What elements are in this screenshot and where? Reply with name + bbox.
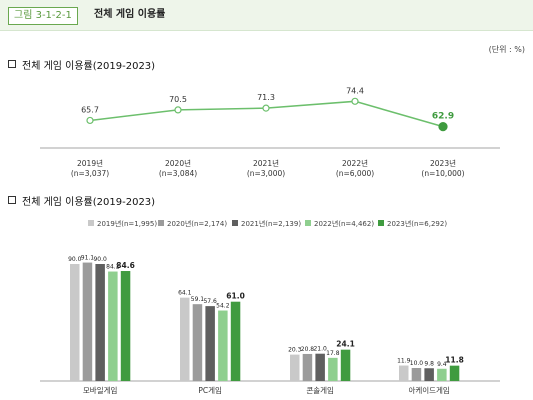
figure-header: 그림 3-1-2-1 전체 게임 이용률: [0, 0, 533, 31]
bar-value-label: 64.1: [178, 290, 192, 297]
legend-swatch: [378, 220, 384, 226]
bar-value-label: 54.2: [216, 303, 230, 310]
bar: [290, 354, 300, 381]
bar: [108, 271, 118, 381]
unit-label: (단위 : %): [488, 45, 525, 54]
section-title-line: 전체 게임 이용률(2019-2023): [8, 57, 155, 72]
bar-value-label: 10.0: [410, 360, 424, 367]
bar: [449, 365, 460, 381]
legend-label: 2020년(n=2,174): [167, 219, 227, 228]
bar-chart: 2019년(n=1,995) 2020년(n=2,174) 2021년(n=2,13…: [40, 219, 500, 395]
bar-value-label: 20.3: [288, 347, 302, 354]
data-label: 74.4: [346, 86, 364, 95]
data-label: 71.3: [257, 93, 275, 102]
data-label: 65.7: [81, 105, 99, 114]
bar: [424, 368, 434, 381]
legend-label: 2021년(n=2,139): [241, 219, 301, 228]
x-tick-label-n: (n=3,084): [159, 169, 197, 178]
legend-swatch: [232, 220, 238, 226]
x-tick-label-year: 2023년: [430, 158, 456, 168]
x-tick-label-n: (n=10,000): [421, 169, 464, 178]
x-category-label: 모바일게임: [83, 385, 118, 395]
bar-value-label: 11.8: [445, 356, 464, 365]
x-category-label: 아케이드게임: [408, 385, 449, 395]
bar: [70, 264, 80, 381]
bar-value-label: 17.8: [326, 350, 340, 357]
square-bullet-icon: [8, 60, 16, 68]
bar: [328, 357, 338, 381]
figure-number-tag: 그림 3-1-2-1: [8, 7, 78, 25]
data-point: [351, 97, 359, 105]
bar-value-label: 90.0: [68, 256, 82, 263]
bar: [411, 368, 422, 381]
bar-value-label: 84.2: [106, 264, 120, 271]
data-point: [86, 116, 94, 125]
section-title-bar: 전체 게임 이용률(2019-2023): [8, 193, 155, 208]
bar: [340, 349, 351, 381]
bar: [399, 365, 409, 381]
bar-value-label: 84.6: [116, 261, 135, 270]
x-tick-label-n: (n=3,000): [247, 169, 285, 178]
x-category-label: PC게임: [198, 385, 222, 395]
data-point: [438, 122, 448, 132]
section-title-bar-text: 전체 게임 이용률(2019-2023): [22, 197, 156, 208]
bar-value-label: 9.8: [424, 360, 434, 367]
bar: [218, 310, 228, 381]
data-label: 70.5: [169, 95, 187, 104]
data-point: [262, 104, 270, 112]
legend-swatch: [158, 220, 164, 226]
bar-value-label: 9.4: [437, 361, 447, 368]
bar-value-label: 57.6: [203, 298, 217, 305]
bar: [315, 353, 325, 381]
bar-value-label: 91.1: [81, 255, 95, 262]
bar: [192, 304, 203, 381]
x-tick-label-n: (n=6,000): [336, 169, 374, 178]
bar: [82, 262, 93, 381]
data-label: 62.9: [432, 112, 454, 122]
x-tick-label-year: 2022년: [342, 158, 368, 168]
bar: [437, 368, 447, 381]
line-chart: 65.7 2019년(n=3,037) 70.5 2020년(n=3,084) 71.3…: [40, 86, 500, 178]
bar-value-label: 90.0: [93, 256, 107, 263]
data-point: [174, 106, 182, 114]
section-title-line-text: 전체 게임 이용률(2019-2023): [22, 61, 156, 72]
bar: [120, 271, 131, 381]
x-tick-label-n: (n=3,037): [71, 169, 109, 178]
x-tick-label-year: 2019년: [77, 158, 103, 168]
x-tick-label-year: 2020년: [165, 158, 191, 168]
legend-label: 2019년(n=1,995): [97, 219, 157, 228]
bar-value-label: 24.1: [336, 340, 355, 349]
legend-swatch: [88, 220, 94, 226]
bar-value-label: 61.0: [226, 292, 245, 301]
bar: [230, 301, 241, 381]
figure-title: 전체 게임 이용률: [94, 9, 166, 20]
bar-value-label: 11.9: [397, 358, 411, 365]
square-bullet-icon: [8, 196, 16, 204]
bar: [95, 264, 105, 381]
bar: [205, 306, 215, 381]
bar-value-label: 59.1: [191, 296, 205, 303]
bar-value-label: 20.8: [301, 346, 315, 353]
bar-value-label: 21.0: [313, 346, 327, 353]
x-tick-label-year: 2021년: [253, 158, 279, 168]
bar: [180, 297, 190, 381]
x-category-label: 콘솔게임: [306, 385, 334, 395]
legend-label: 2022년(n=4,462): [314, 219, 374, 228]
legend-swatch: [305, 220, 311, 226]
legend-label: 2023년(n=6,292): [387, 219, 447, 228]
bar: [302, 353, 313, 381]
